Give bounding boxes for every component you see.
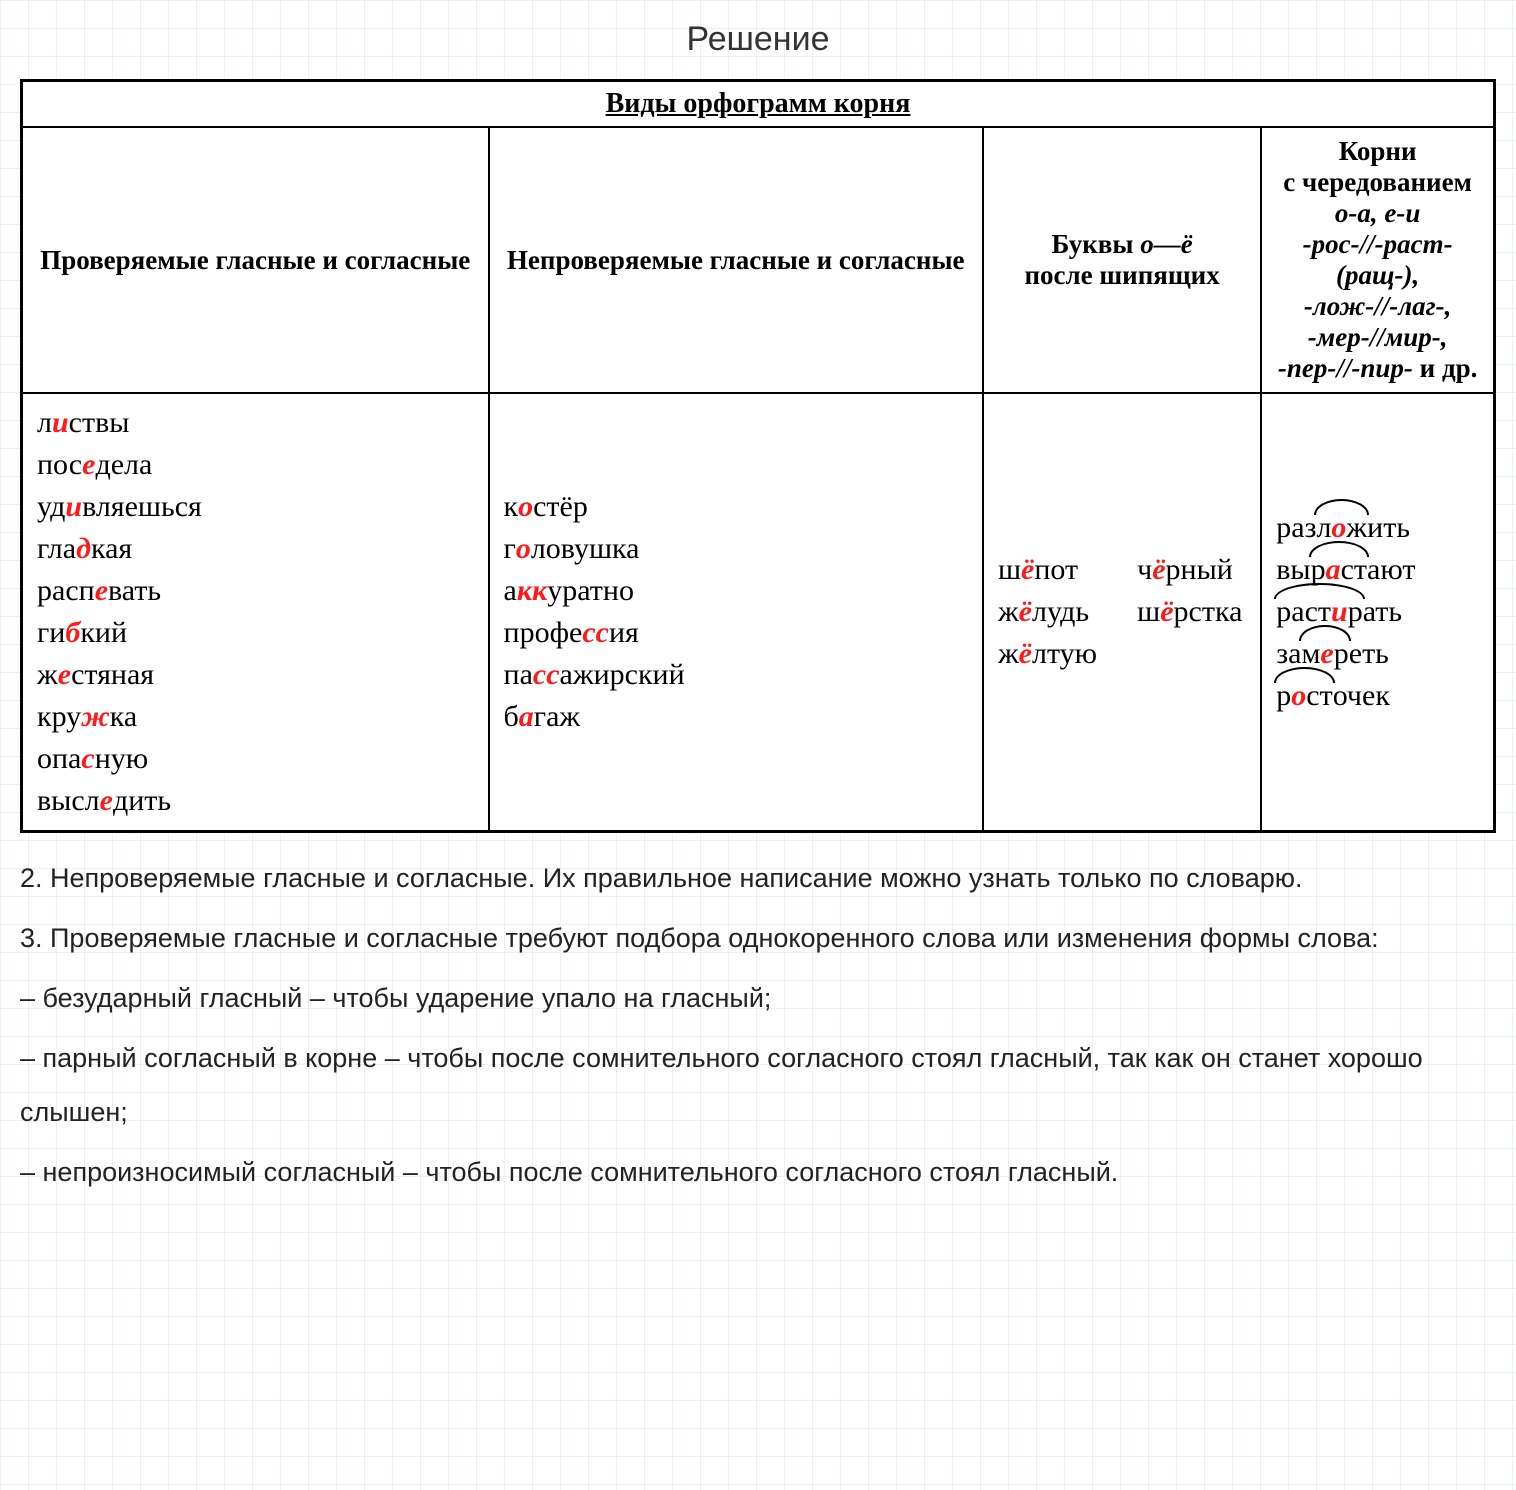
col3-left: шёпотжёлудьжёлтую xyxy=(998,549,1097,675)
col-header-3: Буквы о—ёпосле шипящих xyxy=(983,127,1261,393)
word-item: выследить xyxy=(37,780,474,822)
word-item: головушка xyxy=(504,528,968,570)
word-item: кружка xyxy=(37,696,474,738)
col2-cell: костёрголовушкааккуратнопрофессияпассажи… xyxy=(489,393,983,832)
word-item: профессия xyxy=(504,612,968,654)
word-item: аккуратно xyxy=(504,570,968,612)
orthogram-table: Виды орфограмм корня Проверяемые гласные… xyxy=(20,79,1496,833)
word-item: опасную xyxy=(37,738,474,780)
col3-cell: шёпотжёлудьжёлтую чёрныйшёрстка xyxy=(983,393,1261,832)
word-item: жёлтую xyxy=(998,633,1097,675)
word-item: шёрстка xyxy=(1137,591,1242,633)
table-main-header: Виды орфограмм корня xyxy=(22,81,1495,128)
col-header-2: Непроверяемые гласные и согласные xyxy=(489,127,983,393)
col3-right: чёрныйшёрстка xyxy=(1137,549,1242,675)
explanation-paragraph: – безударный гласный – чтобы ударение уп… xyxy=(20,971,1496,1025)
col4-cell: разложитьвырастаютрастиратьзамеретьросто… xyxy=(1261,393,1494,832)
word-item: пассажирский xyxy=(504,654,968,696)
explanation-block: 2. Непроверяемые гласные и согласные. Их… xyxy=(20,851,1496,1199)
word-item: жёлудь xyxy=(998,591,1097,633)
col-header-4: Корнис чередованиемо-а, е-и-рос-//-раст-… xyxy=(1261,127,1494,393)
word-item: удивляешься xyxy=(37,486,474,528)
explanation-paragraph: 3. Проверяемые гласные и согласные требу… xyxy=(20,911,1496,965)
col1-cell: листвыпоседелаудивляешьсягладкаяраспеват… xyxy=(22,393,489,832)
word-item: гладкая xyxy=(37,528,474,570)
word-item: поседела xyxy=(37,444,474,486)
word-item: багаж xyxy=(504,696,968,738)
explanation-paragraph: – непроизносимый согласный – чтобы после… xyxy=(20,1145,1496,1199)
word-item: растирать xyxy=(1276,591,1479,633)
word-item: росточек xyxy=(1276,675,1479,717)
word-item: листвы xyxy=(37,402,474,444)
word-item: разложить xyxy=(1276,507,1479,549)
word-item: шёпот xyxy=(998,549,1097,591)
word-item: костёр xyxy=(504,486,968,528)
explanation-paragraph: – парный согласный в корне – чтобы после… xyxy=(20,1031,1496,1139)
page-title: Решение xyxy=(20,20,1496,59)
col-header-1: Проверяемые гласные и согласные xyxy=(22,127,489,393)
explanation-paragraph: 2. Непроверяемые гласные и согласные. Их… xyxy=(20,851,1496,905)
word-item: чёрный xyxy=(1137,549,1242,591)
word-item: жестяная xyxy=(37,654,474,696)
word-item: распевать xyxy=(37,570,474,612)
word-item: гибкий xyxy=(37,612,474,654)
